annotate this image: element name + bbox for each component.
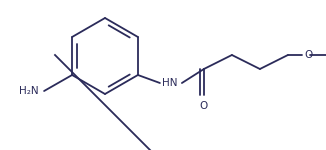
Text: O: O — [200, 101, 208, 111]
Text: HN: HN — [162, 78, 177, 88]
Text: O: O — [304, 50, 312, 60]
Text: H₂N: H₂N — [20, 86, 39, 96]
